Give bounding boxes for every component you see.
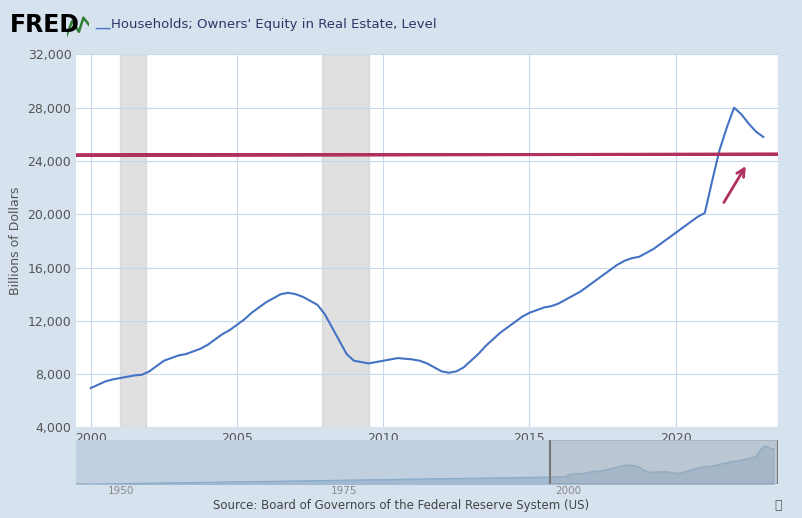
Text: FRED: FRED: [10, 13, 79, 37]
Text: Source: Board of Governors of the Federal Reserve System (US): Source: Board of Governors of the Federa…: [213, 499, 589, 512]
Text: Households; Owners' Equity in Real Estate, Level: Households; Owners' Equity in Real Estat…: [111, 18, 436, 31]
Text: —: —: [94, 19, 111, 37]
Text: ⛶: ⛶: [775, 499, 782, 512]
Bar: [322, 54, 369, 427]
FancyBboxPatch shape: [550, 440, 778, 484]
Bar: [120, 54, 147, 427]
Y-axis label: Billions of Dollars: Billions of Dollars: [9, 186, 22, 295]
